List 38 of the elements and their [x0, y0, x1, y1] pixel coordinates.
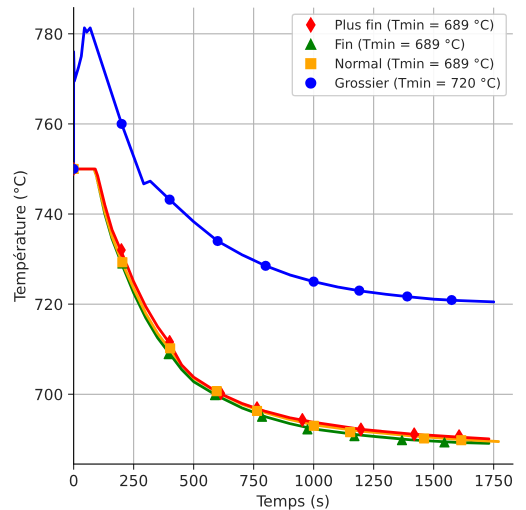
legend-label: Fin (Tmin = 689 °C) — [336, 38, 464, 51]
x-tick-label: 1750 — [476, 474, 512, 486]
point — [354, 286, 364, 296]
y-axis-title: Température (°C) — [13, 171, 29, 302]
y-tick-label: 720 — [35, 298, 62, 310]
point — [456, 435, 466, 446]
point — [164, 194, 175, 205]
x-tick-label: 1000 — [296, 474, 332, 486]
x-tick-label: 0 — [70, 474, 78, 486]
point — [439, 437, 450, 448]
x-tick-label: 1500 — [416, 474, 452, 486]
point — [308, 420, 319, 431]
point — [345, 427, 356, 438]
legend-label: Normal (Tmin = 689 °C) — [336, 58, 494, 70]
point — [446, 295, 457, 306]
x-tick-label: 500 — [180, 474, 208, 486]
point — [260, 260, 271, 271]
x-tick-label: 250 — [120, 474, 148, 486]
x-axis-title: Temps (s) — [256, 494, 329, 510]
y-tick-label: 780 — [35, 28, 62, 40]
point — [212, 386, 222, 396]
legend-label: Plus fin (Tmin = 689 °C) — [336, 20, 494, 32]
point — [402, 291, 412, 302]
point — [165, 343, 176, 354]
point — [116, 118, 127, 129]
legend-label: Grossier (Tmin = 720 °C) — [335, 78, 500, 90]
point — [212, 236, 223, 246]
x-tick-label: 750 — [240, 474, 268, 486]
point — [256, 412, 268, 422]
point — [252, 406, 262, 416]
point — [302, 424, 312, 434]
y-tick-label: 700 — [35, 388, 62, 400]
point — [418, 433, 430, 444]
x-tick-label: 1250 — [356, 474, 392, 486]
y-tick-label: 740 — [35, 208, 62, 220]
point — [396, 435, 408, 446]
point — [308, 276, 319, 287]
y-tick-label: 760 — [35, 118, 62, 130]
